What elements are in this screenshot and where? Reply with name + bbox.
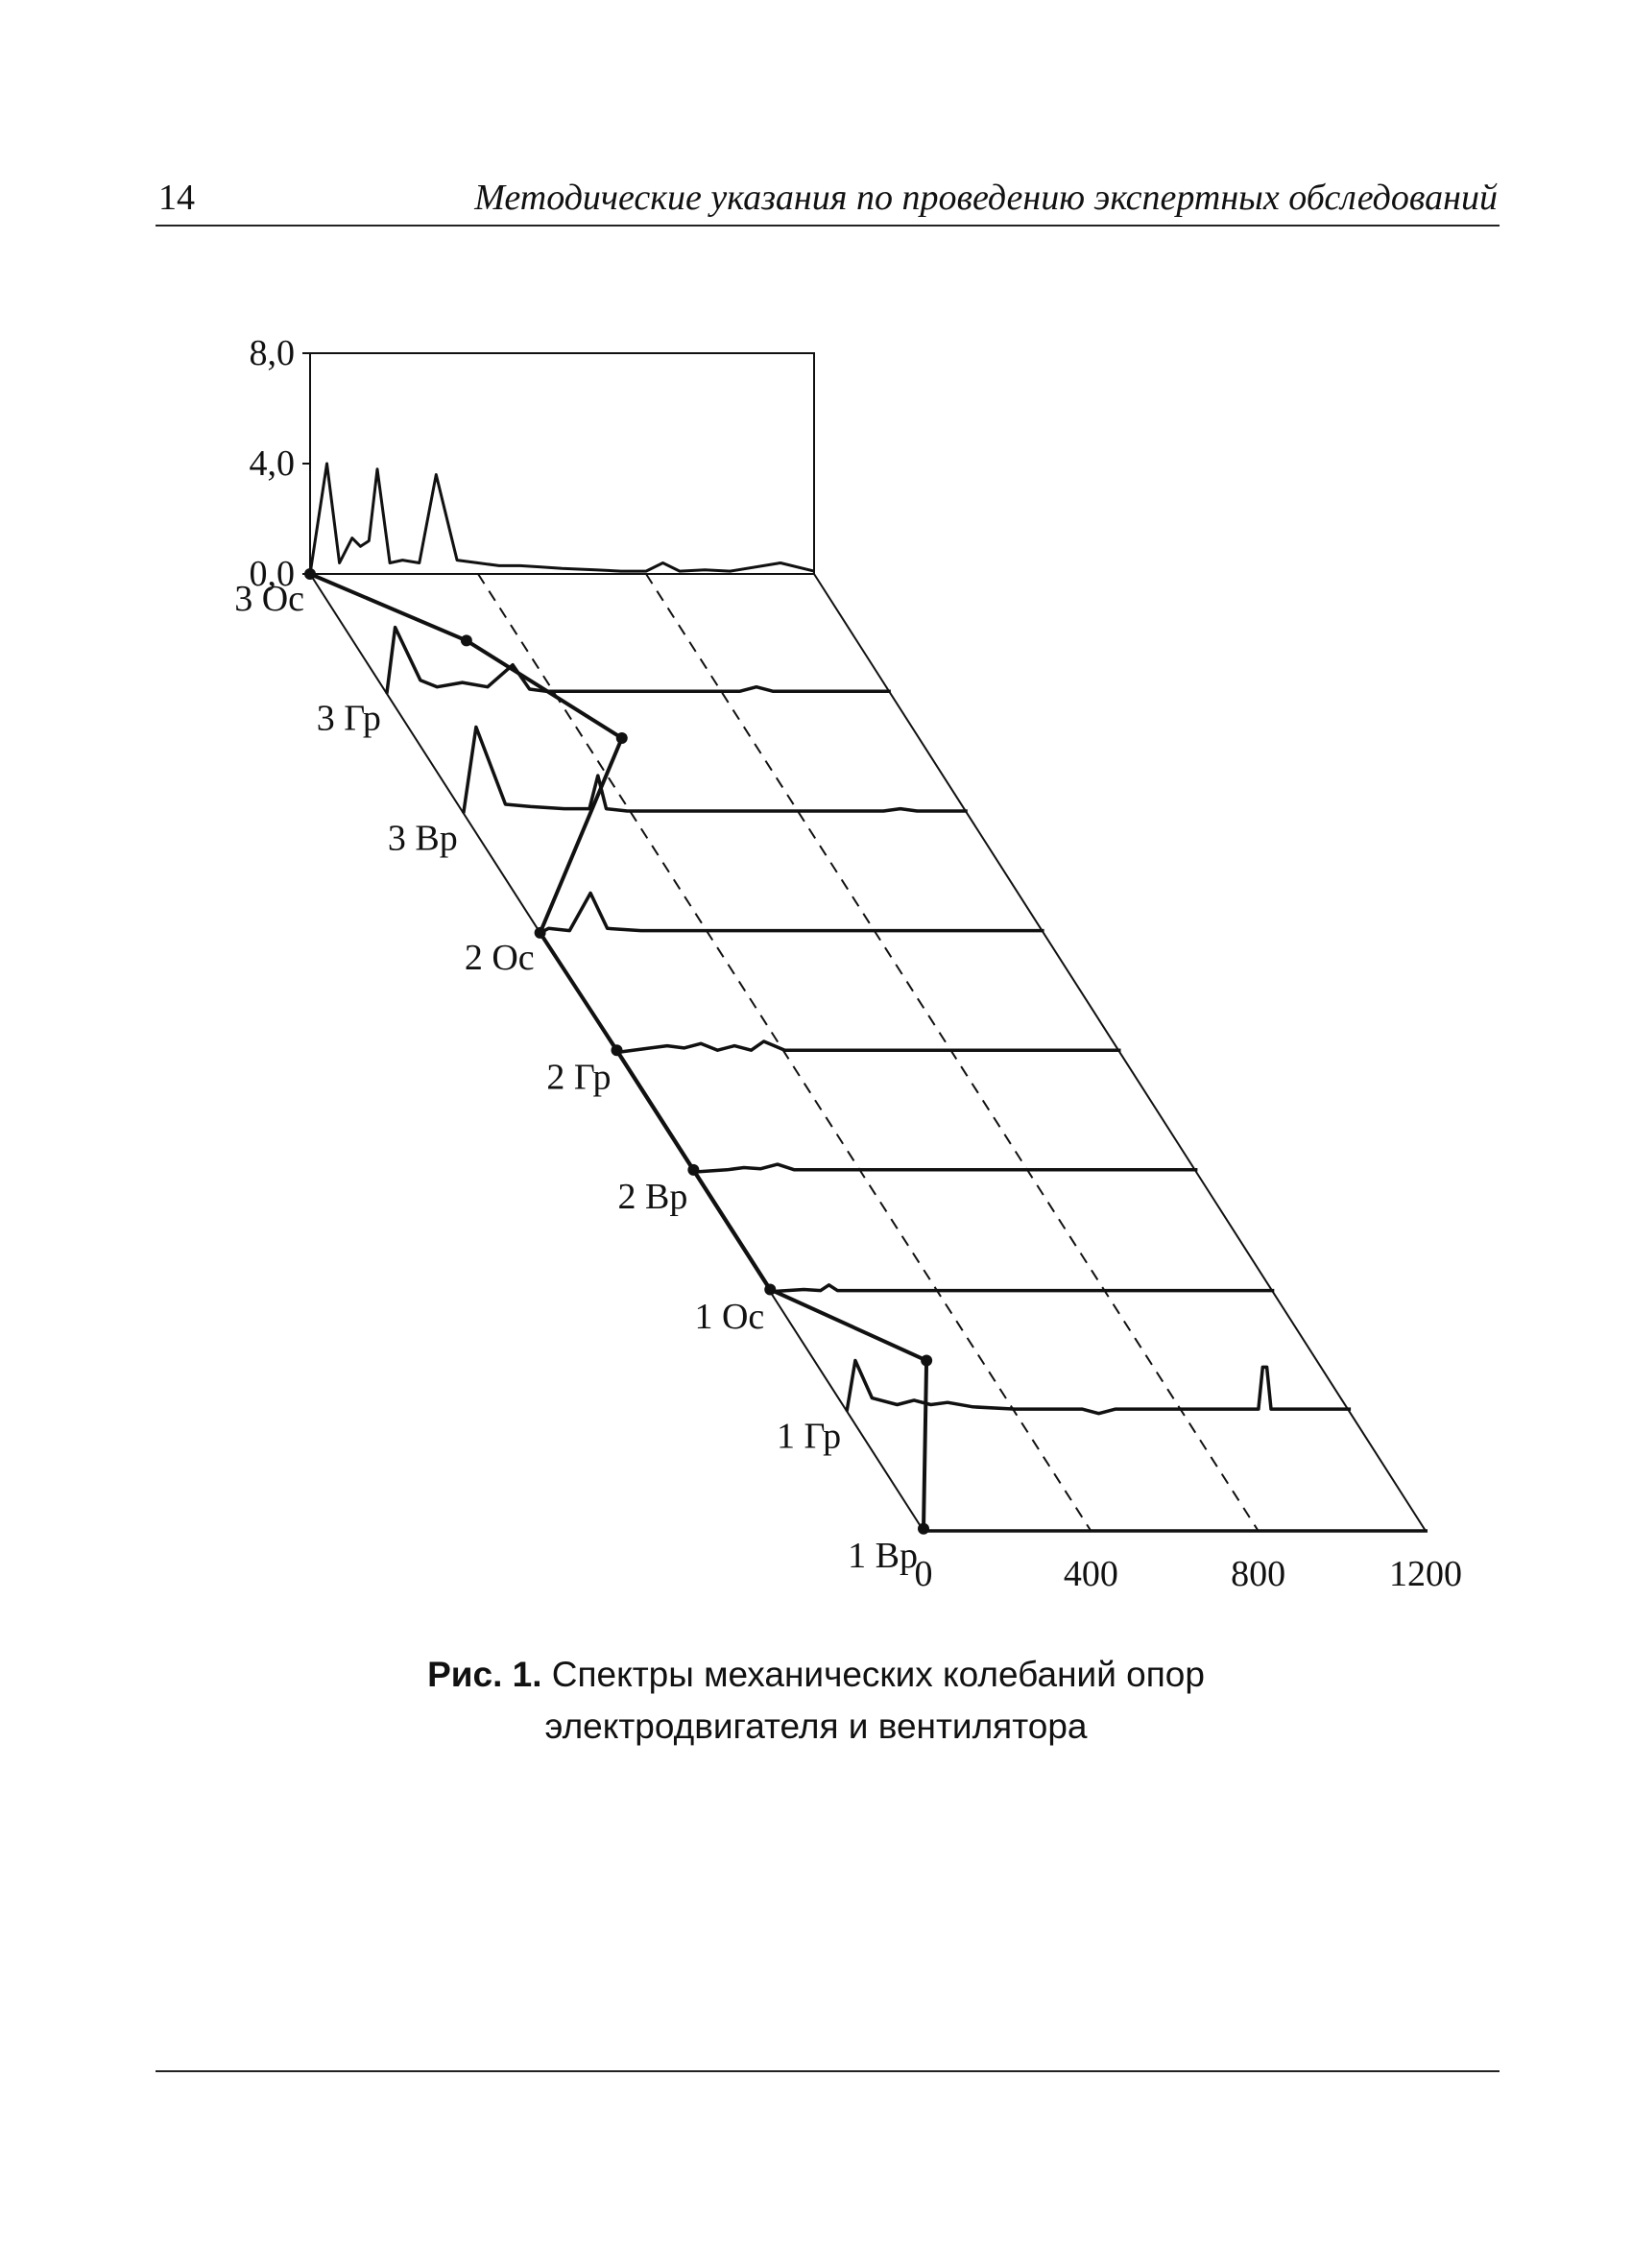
floor-right-edge	[813, 573, 1427, 1532]
series-label: 1 Гр	[777, 1416, 841, 1456]
spectrum-line	[385, 625, 891, 694]
envelope-point	[764, 1283, 777, 1296]
envelope-point	[611, 1044, 623, 1057]
chart-labels: 8,0 4,0 0,0 0 400 800 1200 3 Ос 3 Гр 3 Вр 2 Ос 2 Гр…	[234, 333, 1462, 1594]
chart-gridlines	[477, 573, 1260, 1532]
caption-line-2: электродвигателя и вентилятора	[544, 1707, 1088, 1746]
chart-envelope	[304, 568, 933, 1535]
chart-spectra	[308, 462, 1428, 1533]
caption-label: Рис. 1.	[427, 1655, 542, 1694]
envelope-point	[615, 732, 628, 745]
y-tick-label: 4,0	[250, 443, 296, 484]
figure-caption: Рис. 1. Спектры механических колебаний о…	[0, 1649, 1632, 1753]
spectrum-line	[693, 1162, 1198, 1174]
footer-rule	[156, 2070, 1500, 2072]
running-title: Методические указания по проведению эксп…	[474, 178, 1498, 218]
spectrum-line	[845, 1358, 1352, 1416]
dashed-gridline	[645, 573, 1260, 1532]
envelope-point	[460, 634, 472, 647]
series-label: 2 Вр	[618, 1177, 688, 1217]
series-label: 3 Гр	[317, 699, 381, 739]
envelope-point	[534, 926, 546, 939]
envelope-point	[921, 1354, 933, 1367]
x-tick-label: 400	[1064, 1554, 1118, 1594]
series-label: 3 Ос	[234, 579, 304, 619]
page-number: 14	[158, 178, 195, 218]
caption-line-1: Рис. 1. Спектры механических колебаний о…	[0, 1649, 1632, 1701]
x-tick-label: 0	[915, 1554, 933, 1594]
y-tick-label: 8,0	[250, 333, 296, 373]
header-rule	[156, 225, 1500, 227]
spectrum-line	[616, 1039, 1121, 1055]
spectrum-line	[770, 1283, 1275, 1294]
envelope-point	[687, 1163, 700, 1176]
envelope-point	[918, 1522, 929, 1535]
spectrum-line	[539, 891, 1044, 935]
series-label: 2 Гр	[546, 1058, 611, 1098]
series-label: 2 Ос	[465, 938, 535, 978]
spectrum-line	[462, 725, 968, 814]
x-tick-label: 1200	[1389, 1554, 1462, 1594]
spectrum-line	[308, 462, 815, 575]
dashed-gridline	[477, 573, 1092, 1532]
x-tick-label: 800	[1231, 1554, 1285, 1594]
y-tick-label: 0,0	[250, 554, 296, 594]
caption-text-1: Спектры механических колебаний опор	[551, 1655, 1205, 1694]
series-label: 3 Вр	[388, 818, 458, 858]
envelope-point	[304, 568, 316, 580]
series-label: 1 Вр	[848, 1536, 918, 1576]
series-label: 1 Ос	[694, 1297, 764, 1337]
waterfall-chart: 8,0 4,0 0,0 0 400 800 1200 3 Ос 3 Гр 3 Вр 2 Ос 2 Гр…	[234, 333, 1462, 1594]
